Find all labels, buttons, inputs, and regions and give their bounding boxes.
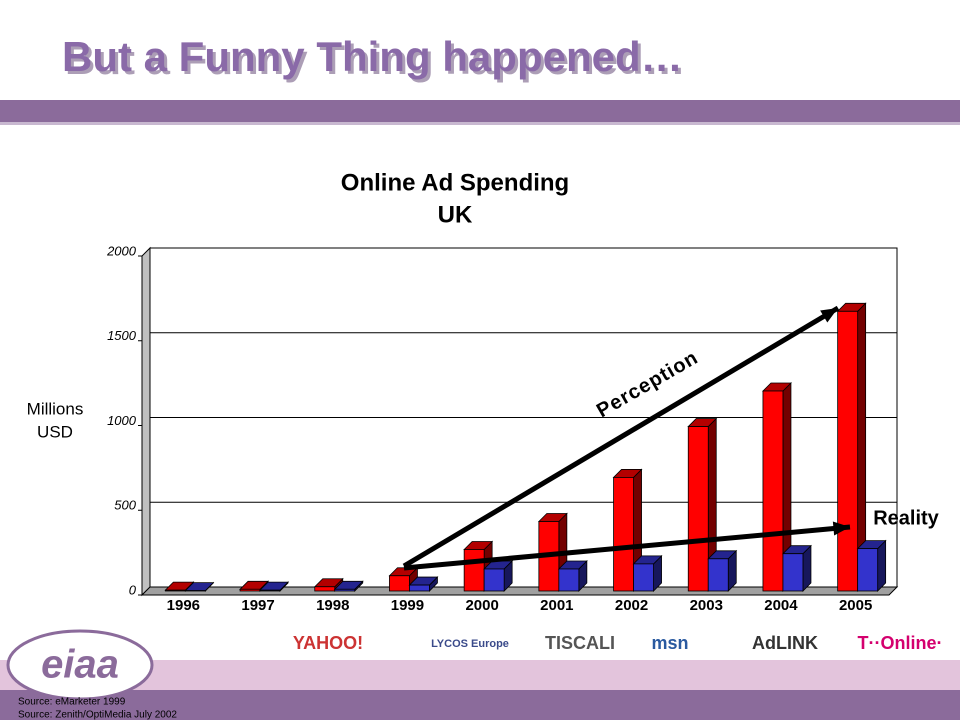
bar xyxy=(165,590,185,591)
bar xyxy=(315,587,335,591)
bar xyxy=(240,589,260,591)
header-band xyxy=(0,100,960,122)
bar xyxy=(763,391,783,591)
partner-logo: T··Online· xyxy=(858,633,943,653)
bar xyxy=(688,427,708,591)
y-axis-label: USD xyxy=(37,422,73,441)
x-tick-label: 2004 xyxy=(764,597,798,614)
side-wall xyxy=(142,248,150,595)
y-tick-label: 500 xyxy=(114,498,136,513)
bar xyxy=(409,585,429,591)
bar xyxy=(559,569,579,591)
x-tick-label: 1999 xyxy=(391,597,424,614)
y-tick-label: 1000 xyxy=(107,413,137,428)
x-tick-label: 2000 xyxy=(465,597,498,614)
bar xyxy=(335,589,355,591)
x-tick-label: 1998 xyxy=(316,597,349,614)
y-tick-label: 2000 xyxy=(106,243,137,258)
bar xyxy=(708,559,728,591)
source: Source: Zenith/OptiMedia July 2002 xyxy=(18,710,177,720)
y-tick-label: 0 xyxy=(129,582,137,597)
bar xyxy=(464,549,484,591)
bar xyxy=(634,564,654,591)
partner-logo: LYCOS Europe xyxy=(431,638,509,650)
x-tick-label: 1996 xyxy=(167,597,200,614)
partner-logo: msn xyxy=(651,633,688,653)
x-tick-label: 1997 xyxy=(241,597,274,614)
partner-logo: TISCALI xyxy=(545,633,615,653)
slide-title: But a Funny Thing happened… xyxy=(62,33,683,80)
bar xyxy=(838,311,858,591)
x-tick-label: 2005 xyxy=(839,597,872,614)
y-axis-label: Millions xyxy=(27,399,84,418)
bar xyxy=(260,590,280,591)
x-tick-label: 2003 xyxy=(690,597,723,614)
header-band-edge xyxy=(0,122,960,125)
bar xyxy=(389,576,409,591)
bar xyxy=(858,549,878,591)
annotation: Reality xyxy=(873,507,939,529)
chart-title: UK xyxy=(438,201,473,228)
bar xyxy=(614,477,634,591)
logo: eiaa xyxy=(41,643,119,687)
bar xyxy=(783,554,803,591)
bar-side xyxy=(878,541,886,591)
y-tick-label: 1500 xyxy=(107,328,137,343)
bar xyxy=(484,569,504,591)
chart-title: Online Ad Spending xyxy=(341,169,569,196)
x-tick-label: 2001 xyxy=(540,597,573,614)
x-tick-label: 2002 xyxy=(615,597,648,614)
partner-logo: YAHOO! xyxy=(293,633,363,653)
source: Source: eMarketer 1999 xyxy=(18,697,126,708)
partner-logo: AdLINK xyxy=(752,633,818,653)
